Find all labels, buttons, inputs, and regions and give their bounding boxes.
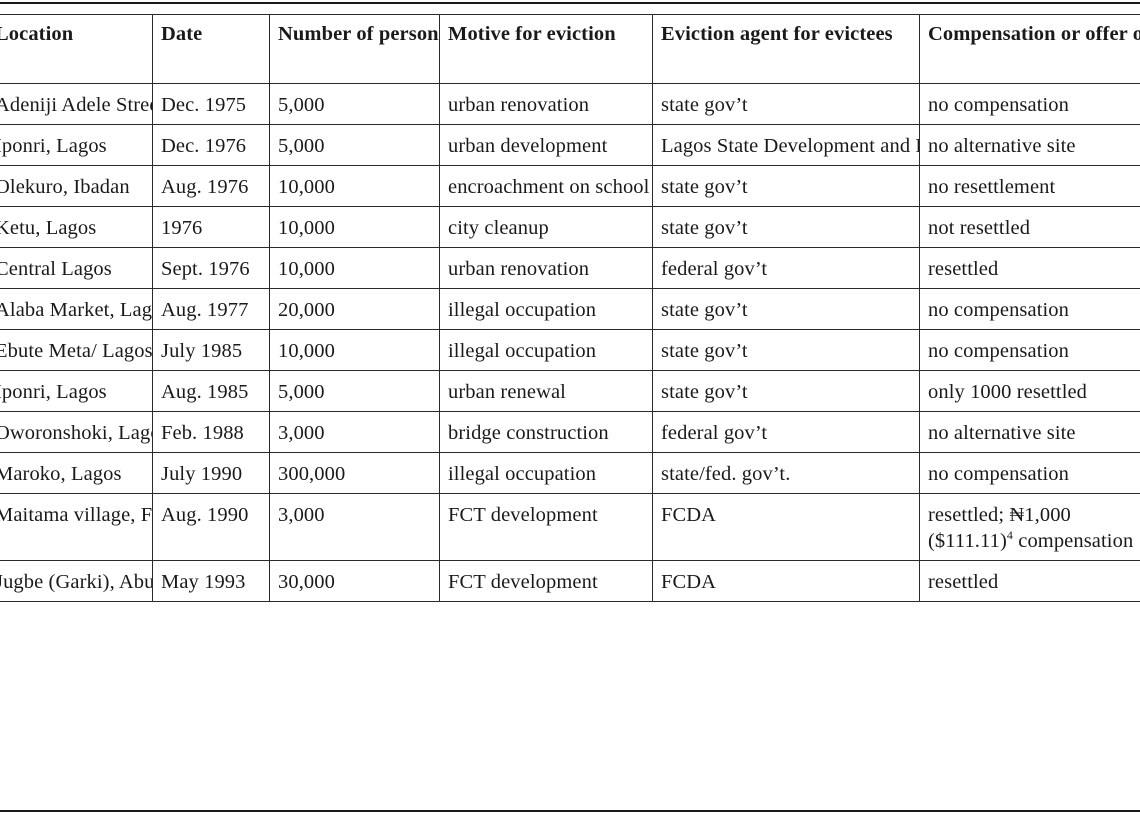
compensation-line-2-end: compensation — [1013, 530, 1134, 552]
table-row: Oworonshoki, Lagos Feb. 1988 3,000 bridg… — [0, 411, 1140, 453]
cell-location: Ebute Meta/ Lagos Island Lagos — [0, 329, 153, 371]
cell-date: Aug. 1985 — [152, 370, 270, 412]
column-header-motive: Motive for eviction — [439, 14, 653, 84]
cell-agent: Lagos State Development and Property Cor… — [652, 124, 920, 166]
cell-location: Adeniji Adele Street, Lagos — [0, 83, 153, 125]
cell-location: Central Lagos — [0, 247, 153, 289]
cell-persons: 300,000 — [269, 452, 440, 494]
table-header-row: Location Date Number of persons evicted … — [0, 14, 1140, 84]
cell-persons: 10,000 — [269, 247, 440, 289]
cell-persons: 10,000 — [269, 206, 440, 248]
cell-motive: FCT development — [439, 493, 653, 561]
cell-location: Olekuro, Ibadan — [0, 165, 153, 207]
cell-motive: illegal occupation — [439, 288, 653, 330]
cell-compensation: resettled — [919, 560, 1140, 602]
cell-date: Aug. 1990 — [152, 493, 270, 561]
cell-agent: state gov’t — [652, 329, 920, 371]
cell-compensation: no compensation — [919, 288, 1140, 330]
cell-motive: FCT development — [439, 560, 653, 602]
footnote-marker: 4 — [1006, 528, 1014, 543]
cell-compensation: no compensation — [919, 452, 1140, 494]
cell-agent: state gov’t — [652, 288, 920, 330]
cell-agent: federal gov’t — [652, 247, 920, 289]
table-row: Iponri, Lagos Aug. 1985 5,000 urban rene… — [0, 370, 1140, 412]
column-header-compensation: Compensation or offer of an alternative … — [919, 14, 1140, 84]
cell-location: Iponri, Lagos — [0, 370, 153, 412]
cell-compensation: resettled; ₦1,000 ($111.11)4 compensation — [919, 493, 1140, 561]
cell-agent: state gov’t — [652, 206, 920, 248]
top-rule — [0, 2, 1140, 4]
cell-compensation: not resettled — [919, 206, 1140, 248]
cell-location: Oworonshoki, Lagos — [0, 411, 153, 453]
cell-location: Jugbe (Garki), Abuja — [0, 560, 153, 602]
cell-date: Aug. 1976 — [152, 165, 270, 207]
cell-persons: 30,000 — [269, 560, 440, 602]
bottom-rule — [0, 810, 1140, 812]
table-row: Maroko, Lagos July 1990 300,000 illegal … — [0, 452, 1140, 494]
cell-compensation: resettled — [919, 247, 1140, 289]
cell-date: Feb. 1988 — [152, 411, 270, 453]
cell-motive: urban renewal — [439, 370, 653, 412]
cell-date: Aug. 1977 — [152, 288, 270, 330]
compensation-line-2: ($111.11) — [928, 530, 1007, 552]
cell-persons: 10,000 — [269, 165, 440, 207]
cell-compensation: no resettlement — [919, 165, 1140, 207]
cell-agent: state gov’t — [652, 165, 920, 207]
table-row: Ketu, Lagos 1976 10,000 city cleanup sta… — [0, 206, 1140, 248]
table-row: Maitama village, Federal Capital Territo… — [0, 493, 1140, 561]
cell-agent: FCDA — [652, 560, 920, 602]
cell-location: Maitama village, Federal Capital Territo… — [0, 493, 153, 561]
cell-location: Alaba Market, Lagos — [0, 288, 153, 330]
table-row: Alaba Market, Lagos Aug. 1977 20,000 ill… — [0, 288, 1140, 330]
cell-motive: bridge construction — [439, 411, 653, 453]
cell-persons: 20,000 — [269, 288, 440, 330]
cell-motive: illegal occupation — [439, 329, 653, 371]
cell-date: Dec. 1976 — [152, 124, 270, 166]
cell-compensation: no compensation — [919, 329, 1140, 371]
cell-compensation: no alternative site — [919, 124, 1140, 166]
cell-motive: encroachment on school land — [439, 165, 653, 207]
cell-agent: federal gov’t — [652, 411, 920, 453]
cell-motive: urban renovation — [439, 247, 653, 289]
table-row: Adeniji Adele Street, Lagos Dec. 1975 5,… — [0, 83, 1140, 125]
column-header-persons-evicted: Number of persons evicted — [269, 14, 440, 84]
cell-date: July 1985 — [152, 329, 270, 371]
cell-location: Ketu, Lagos — [0, 206, 153, 248]
table-row: Jugbe (Garki), Abuja May 1993 30,000 FCT… — [0, 560, 1140, 602]
table-row: Ebute Meta/ Lagos Island Lagos July 1985… — [0, 329, 1140, 371]
table-row: Iponri, Lagos Dec. 1976 5,000 urban deve… — [0, 124, 1140, 166]
cell-agent: state gov’t — [652, 370, 920, 412]
cell-persons: 3,000 — [269, 411, 440, 453]
table-row: Olekuro, Ibadan Aug. 1976 10,000 encroac… — [0, 165, 1140, 207]
table-row: Central Lagos Sept. 1976 10,000 urban re… — [0, 247, 1140, 289]
cell-motive: city cleanup — [439, 206, 653, 248]
column-header-date: Date — [152, 14, 270, 84]
cell-motive: illegal occupation — [439, 452, 653, 494]
cell-date: May 1993 — [152, 560, 270, 602]
cell-date: Sept. 1976 — [152, 247, 270, 289]
cell-agent: state gov’t — [652, 83, 920, 125]
evictions-table: Location Date Number of persons evicted … — [0, 14, 1140, 602]
cell-motive: urban renovation — [439, 83, 653, 125]
cell-persons: 10,000 — [269, 329, 440, 371]
cell-date: July 1990 — [152, 452, 270, 494]
cell-persons: 3,000 — [269, 493, 440, 561]
column-header-location: Location — [0, 14, 153, 84]
cell-motive: urban development — [439, 124, 653, 166]
cell-location: Maroko, Lagos — [0, 452, 153, 494]
cell-persons: 5,000 — [269, 83, 440, 125]
cell-date: 1976 — [152, 206, 270, 248]
cell-compensation: no alternative site — [919, 411, 1140, 453]
cell-location: Iponri, Lagos — [0, 124, 153, 166]
cell-compensation: only 1000 resettled — [919, 370, 1140, 412]
cell-agent: FCDA — [652, 493, 920, 561]
cell-persons: 5,000 — [269, 124, 440, 166]
cell-agent: state/fed. gov’t. — [652, 452, 920, 494]
cell-compensation: no compensation — [919, 83, 1140, 125]
column-header-eviction-agent: Eviction agent for evictees — [652, 14, 920, 84]
cell-date: Dec. 1975 — [152, 83, 270, 125]
cell-persons: 5,000 — [269, 370, 440, 412]
compensation-line-1: resettled; ₦1,000 — [928, 504, 1071, 526]
